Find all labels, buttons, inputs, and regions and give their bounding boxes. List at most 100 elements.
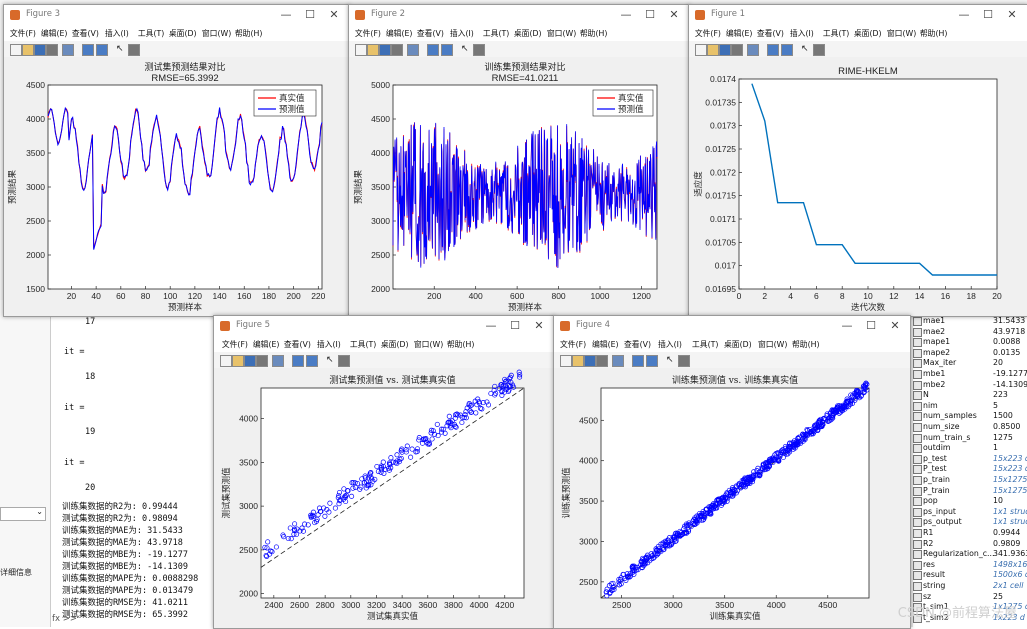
new-figure-icon[interactable] bbox=[355, 44, 367, 56]
workspace-variable-row[interactable]: P_train 15x1275 bbox=[911, 486, 1027, 497]
maximize-button[interactable]: ☐ bbox=[645, 8, 655, 21]
open-icon[interactable] bbox=[572, 355, 584, 367]
menu-item[interactable]: 工具(T) bbox=[482, 29, 510, 38]
legend-icon[interactable] bbox=[781, 44, 793, 56]
minimize-button[interactable]: — bbox=[841, 319, 853, 332]
workspace-variable-row[interactable]: mape2 0.0135 bbox=[911, 348, 1027, 359]
figure-2-window[interactable]: Figure 2 — ☐ ✕ 文件(F) 编辑(E) 查看(V) 插入(I) 工具(T)… bbox=[348, 4, 690, 317]
menu-item[interactable]: 帮助(H) bbox=[919, 29, 948, 38]
menu-item[interactable]: 窗口(W) bbox=[546, 29, 577, 38]
menu-item[interactable]: 文件(F) bbox=[9, 29, 36, 38]
property-icon[interactable] bbox=[813, 44, 825, 56]
menu-item[interactable]: 编辑(E) bbox=[40, 29, 68, 38]
pointer-icon[interactable]: ↖ bbox=[801, 44, 809, 54]
workspace-variable-row[interactable]: Max_iter 20 bbox=[911, 358, 1027, 369]
menu-item[interactable]: 工具(T) bbox=[349, 340, 377, 349]
menu-item[interactable]: 窗口(W) bbox=[201, 29, 232, 38]
workspace-variable-row[interactable]: mbe1 -19.1277 bbox=[911, 369, 1027, 380]
menu-item[interactable]: 编辑(E) bbox=[725, 29, 753, 38]
close-button[interactable]: ✕ bbox=[669, 8, 679, 21]
new-figure-icon[interactable] bbox=[695, 44, 707, 56]
menu-item[interactable]: 查看(V) bbox=[756, 29, 784, 38]
print-icon[interactable] bbox=[596, 355, 608, 367]
command-prompt[interactable]: fx >> bbox=[52, 614, 77, 624]
zoom-icon[interactable] bbox=[612, 355, 624, 367]
workspace-variable-row[interactable]: num_size 0.8500 bbox=[911, 422, 1027, 433]
menu-item[interactable]: 查看(V) bbox=[416, 29, 444, 38]
menu-item[interactable]: 帮助(H) bbox=[234, 29, 263, 38]
menu-item[interactable]: 文件(F) bbox=[354, 29, 381, 38]
save-icon[interactable] bbox=[584, 355, 596, 367]
close-button[interactable]: ✕ bbox=[534, 319, 544, 332]
open-icon[interactable] bbox=[232, 355, 244, 367]
menu-item[interactable]: 桌面(D) bbox=[724, 340, 752, 349]
print-icon[interactable] bbox=[256, 355, 268, 367]
menu-item[interactable]: 插入(I) bbox=[789, 29, 814, 38]
menu-item[interactable]: 窗口(W) bbox=[886, 29, 917, 38]
menu-item[interactable]: 帮助(H) bbox=[792, 340, 820, 349]
save-icon[interactable] bbox=[379, 44, 391, 56]
menu-item[interactable]: 插入(I) bbox=[104, 29, 129, 38]
workspace-variable-row[interactable]: p_test 15x223 d bbox=[911, 454, 1027, 465]
print-icon[interactable] bbox=[46, 44, 58, 56]
menu-item[interactable]: 文件(F) bbox=[560, 340, 587, 349]
workspace-variable-row[interactable]: outdim 1 bbox=[911, 443, 1027, 454]
workspace-variable-row[interactable]: num_samples 1500 bbox=[911, 411, 1027, 422]
legend-icon[interactable] bbox=[441, 44, 453, 56]
pointer-icon[interactable]: ↖ bbox=[666, 355, 674, 365]
open-icon[interactable] bbox=[22, 44, 34, 56]
close-button[interactable]: ✕ bbox=[1007, 8, 1017, 21]
workspace-variable-row[interactable]: nim 5 bbox=[911, 401, 1027, 412]
minimize-button[interactable]: — bbox=[485, 319, 497, 332]
zoom-icon[interactable] bbox=[62, 44, 74, 56]
workspace-variable-row[interactable]: string 2x1 cell bbox=[911, 581, 1027, 592]
figure-5-window[interactable]: Figure 5 — ☐ ✕ 文件(F) 编辑(E) 查看(V) 插入(I) 工具(T)… bbox=[213, 315, 555, 629]
figure-3-window[interactable]: Figure 3 — ☐ ✕ 文件(F) 编辑(E) 查看(V) 插入(I) 工具(T)… bbox=[3, 4, 350, 317]
workspace-variable-row[interactable]: R2 0.9809 bbox=[911, 539, 1027, 550]
menu-item[interactable]: 帮助(H) bbox=[579, 29, 608, 38]
print-icon[interactable] bbox=[391, 44, 403, 56]
menu-item[interactable]: 桌面(D) bbox=[513, 29, 542, 38]
menu-item[interactable]: 帮助(H) bbox=[446, 340, 475, 349]
maximize-button[interactable]: ☐ bbox=[305, 8, 315, 21]
new-figure-icon[interactable] bbox=[10, 44, 22, 56]
menu-item[interactable]: 文件(F) bbox=[694, 29, 721, 38]
dropdown-box[interactable]: ⌄ bbox=[0, 507, 46, 521]
workspace-variable-row[interactable]: ps_output 1x1 struc bbox=[911, 517, 1027, 528]
colorbar-icon[interactable] bbox=[427, 44, 439, 56]
workspace-variable-row[interactable]: t_sim2 1x223 d bbox=[911, 613, 1027, 624]
new-figure-icon[interactable] bbox=[220, 355, 232, 367]
save-icon[interactable] bbox=[244, 355, 256, 367]
workspace-variable-row[interactable]: R1 0.9944 bbox=[911, 528, 1027, 539]
menu-item[interactable]: 工具(T) bbox=[822, 29, 850, 38]
pointer-icon[interactable]: ↖ bbox=[461, 44, 469, 54]
menu-item[interactable]: 插入(I) bbox=[316, 340, 341, 349]
menu-item[interactable]: 窗口(W) bbox=[758, 340, 788, 349]
print-icon[interactable] bbox=[731, 44, 743, 56]
menu-item[interactable]: 编辑(E) bbox=[385, 29, 413, 38]
workspace-variable-row[interactable]: result 1500x6 d bbox=[911, 570, 1027, 581]
maximize-button[interactable]: ☐ bbox=[510, 319, 520, 332]
menu-item[interactable]: 工具(T) bbox=[137, 29, 165, 38]
legend-icon[interactable] bbox=[96, 44, 108, 56]
menu-item[interactable]: 桌面(D) bbox=[380, 340, 409, 349]
property-icon[interactable] bbox=[338, 355, 350, 367]
workspace-variable-row[interactable]: t_sim1 1x1275 d bbox=[911, 602, 1027, 613]
menu-item[interactable]: 窗口(W) bbox=[413, 340, 444, 349]
workspace-variable-row[interactable]: mae2 43.9718 bbox=[911, 327, 1027, 338]
open-icon[interactable] bbox=[707, 44, 719, 56]
menu-item[interactable]: 查看(V) bbox=[71, 29, 99, 38]
menu-item[interactable]: 桌面(D) bbox=[853, 29, 882, 38]
workspace-variable-row[interactable]: N 223 bbox=[911, 390, 1027, 401]
menu-item[interactable]: 文件(F) bbox=[221, 340, 248, 349]
workspace-variable-row[interactable]: P_test 15x223 d bbox=[911, 464, 1027, 475]
workspace-variable-row[interactable]: Regularization_c... 341.9363 bbox=[911, 549, 1027, 560]
menu-item[interactable]: 桌面(D) bbox=[168, 29, 197, 38]
minimize-button[interactable]: — bbox=[620, 8, 632, 21]
legend-icon[interactable] bbox=[306, 355, 318, 367]
menu-item[interactable]: 插入(I) bbox=[449, 29, 474, 38]
zoom-icon[interactable] bbox=[272, 355, 284, 367]
menu-item[interactable]: 编辑(E) bbox=[592, 340, 619, 349]
save-icon[interactable] bbox=[719, 44, 731, 56]
command-window[interactable]: ⌄ 详细信息 bbox=[0, 300, 215, 627]
